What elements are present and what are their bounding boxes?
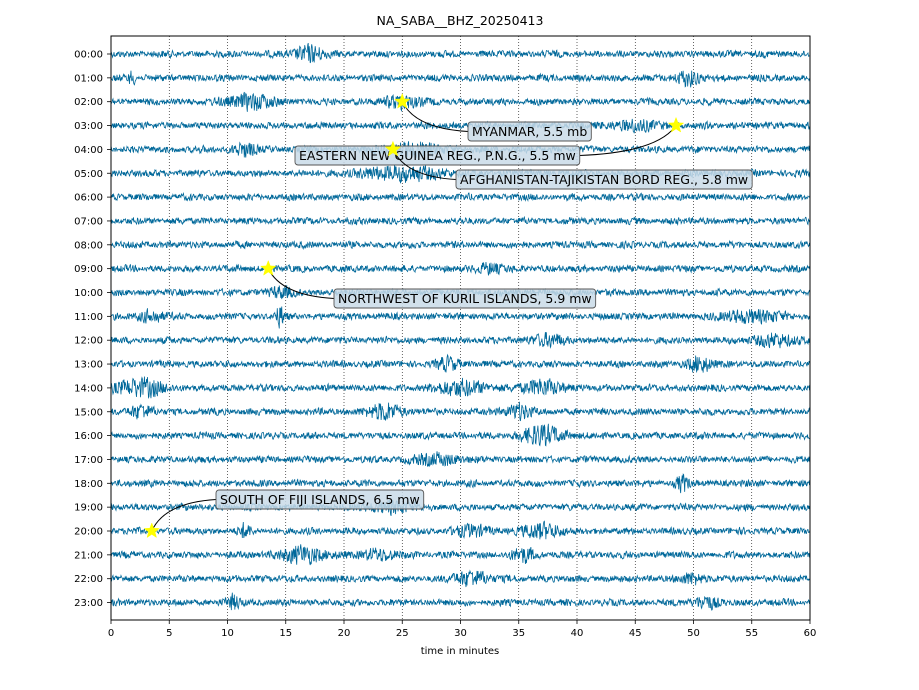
y-tick-label: 17:00 (74, 455, 103, 466)
event-annotation: NORTHWEST OF KURIL ISLANDS, 5.9 mw (259, 259, 597, 309)
event-label: MYANMAR, 5.5 mb (472, 124, 587, 139)
x-tick-label: 30 (454, 628, 467, 639)
event-connector (151, 499, 217, 532)
y-tick-label: 13:00 (74, 360, 103, 371)
trace-1100 (110, 306, 811, 329)
event-annotation: MYANMAR, 5.5 mb (393, 92, 592, 142)
y-tick-label: 02:00 (74, 97, 103, 108)
event-annotation: AFGHANISTAN-TAJIKISTAN BORD REG., 5.8 mw (384, 140, 753, 190)
grid-lines (168, 36, 753, 620)
y-tick-label: 07:00 (74, 216, 103, 227)
event-annotation: EASTERN NEW GUINEA REG., P.N.G., 5.5 mw (294, 116, 685, 166)
trace-0600 (110, 192, 811, 203)
event-label: EASTERN NEW GUINEA REG., P.N.G., 5.5 mw (299, 148, 576, 163)
x-tick-label: 60 (804, 628, 817, 639)
event-label-box (294, 145, 581, 166)
x-tick-label: 55 (745, 628, 758, 639)
event-star-marker (384, 140, 402, 157)
y-tick-labels: 00:00 01:00 02:00 03:00 04:00 05:00 06:00 07:00… (74, 50, 111, 609)
x-tick-label: 5 (166, 628, 172, 639)
trace-0900 (110, 261, 811, 276)
trace-2200 (110, 569, 811, 588)
event-label: SOUTH OF FIJI ISLANDS, 6.5 mw (220, 492, 420, 507)
y-tick-label: 11:00 (74, 312, 103, 323)
x-tick-label: 40 (571, 628, 584, 639)
x-tick-label: 15 (279, 628, 292, 639)
y-tick-label: 06:00 (74, 193, 103, 204)
trace-1300 (110, 353, 811, 373)
trace-0100 (110, 70, 811, 88)
trace-2300 (110, 592, 811, 611)
x-tick-label: 20 (338, 628, 351, 639)
y-tick-label: 19:00 (74, 503, 103, 514)
trace-0000 (110, 42, 811, 64)
event-label-box (215, 489, 425, 510)
event-label-box (333, 288, 597, 309)
y-tick-label: 10:00 (74, 288, 103, 299)
trace-2100 (110, 544, 811, 566)
event-star-marker (143, 522, 161, 539)
y-tick-label: 03:00 (74, 121, 103, 132)
trace-1500 (110, 401, 811, 422)
trace-0700 (110, 215, 811, 226)
y-tick-label: 01:00 (74, 73, 103, 84)
x-tick-label: 25 (396, 628, 409, 639)
chart-title: NA_SABA__BHZ_20250413 (377, 13, 544, 28)
y-tick-label: 23:00 (74, 598, 103, 609)
y-tick-label: 16:00 (74, 431, 103, 442)
y-tick-label: 18:00 (74, 479, 103, 490)
x-tick-label: 45 (629, 628, 642, 639)
trace-0300 (110, 118, 811, 134)
y-tick-label: 15:00 (74, 407, 103, 418)
event-connector (579, 125, 677, 156)
x-tick-label: 0 (108, 628, 114, 639)
event-star-marker (259, 259, 277, 276)
y-tick-label: 08:00 (74, 240, 103, 251)
y-tick-label: 00:00 (74, 50, 103, 61)
x-tick-label: 35 (512, 628, 525, 639)
trace-1800 (110, 473, 811, 494)
event-annotations: MYANMAR, 5.5 mb EASTERN NEW GUINEA REG., … (143, 92, 753, 539)
event-star-marker (393, 92, 411, 109)
trace-layer (110, 42, 811, 611)
trace-1200 (110, 332, 811, 349)
x-tick-labels: 0 5 10 15 20 25 30 35 40 45 50 55 60 (108, 620, 817, 639)
trace-1400 (110, 376, 811, 399)
y-tick-label: 04:00 (74, 145, 103, 156)
trace-2000 (110, 520, 811, 540)
y-tick-label: 09:00 (74, 264, 103, 275)
y-tick-label: 12:00 (74, 336, 103, 347)
event-label: NORTHWEST OF KURIL ISLANDS, 5.9 mw (338, 291, 592, 306)
trace-0200 (110, 91, 811, 112)
trace-1600 (110, 423, 811, 447)
y-tick-label: 21:00 (74, 550, 103, 561)
event-label-box (455, 169, 753, 190)
y-tick-label: 22:00 (74, 574, 103, 585)
trace-1700 (110, 451, 811, 468)
x-tick-label: 10 (221, 628, 234, 639)
x-axis-label: time in minutes (421, 646, 500, 657)
y-tick-label: 20:00 (74, 527, 103, 538)
event-star-marker (667, 116, 685, 133)
y-tick-label: 05:00 (74, 169, 103, 180)
event-label: AFGHANISTAN-TAJIKISTAN BORD REG., 5.8 mw (460, 172, 748, 187)
y-tick-label: 14:00 (74, 383, 103, 394)
event-label-box (467, 121, 592, 142)
x-tick-label: 50 (687, 628, 700, 639)
plot-frame (110, 35, 811, 621)
event-annotation: SOUTH OF FIJI ISLANDS, 6.5 mw (143, 489, 425, 539)
trace-0800 (110, 239, 811, 251)
